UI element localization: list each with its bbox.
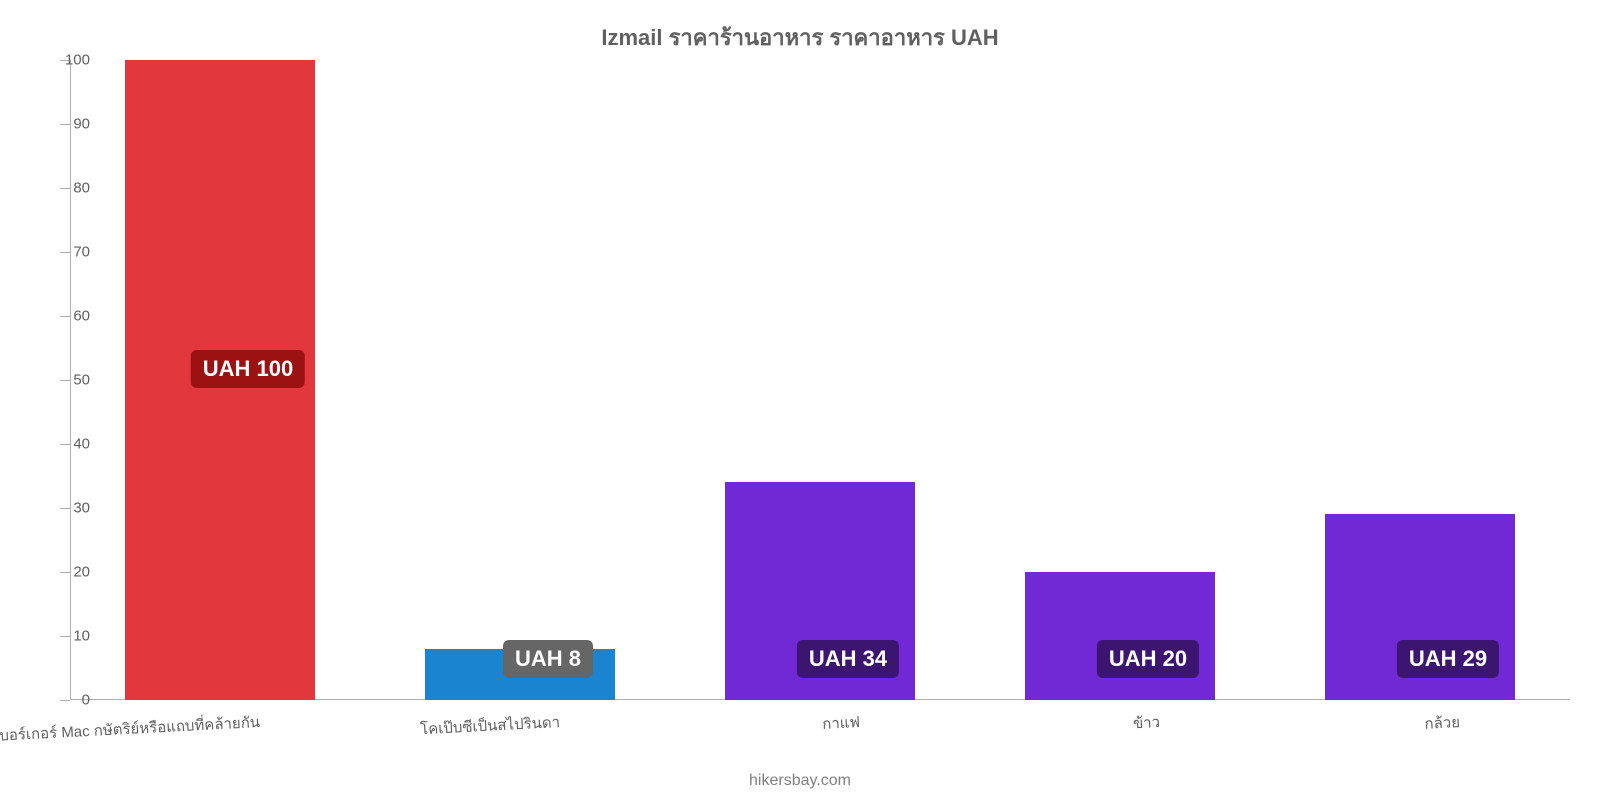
value-label: UAH 8 <box>503 640 593 678</box>
attribution-text: hikersbay.com <box>0 772 1600 790</box>
x-tick-label: ข้าว <box>1132 710 1160 735</box>
y-tick-label: 100 <box>40 52 90 69</box>
y-tick-label: 80 <box>40 180 90 197</box>
y-tick-label: 30 <box>40 500 90 517</box>
y-tick-label: 90 <box>40 116 90 133</box>
y-tick-label: 70 <box>40 244 90 261</box>
x-tick-label: กาแฟ <box>822 710 861 736</box>
y-tick-label: 10 <box>40 628 90 645</box>
y-tick-label: 60 <box>40 308 90 325</box>
y-tick-label: 0 <box>40 692 90 709</box>
y-tick-label: 40 <box>40 436 90 453</box>
x-tick-label: โคเป๊บซีเป็นสไปรินดา <box>420 710 561 741</box>
value-label: UAH 20 <box>1097 640 1199 678</box>
value-label: UAH 34 <box>797 640 899 678</box>
x-tick-label: เบอร์เกอร์ Mac กษัตริย์หรือแถบที่คล้ายกั… <box>0 710 261 748</box>
price-bar-chart: Izmail ราคาร้านอาหาร ราคาอาหาร UAH UAH 1… <box>0 0 1600 800</box>
value-label: UAH 100 <box>191 350 305 388</box>
y-tick-label: 50 <box>40 372 90 389</box>
chart-title: Izmail ราคาร้านอาหาร ราคาอาหาร UAH <box>0 20 1600 55</box>
value-label: UAH 29 <box>1397 640 1499 678</box>
bar <box>1025 572 1215 700</box>
x-tick-label: กล้วย <box>1424 710 1461 736</box>
y-tick-label: 20 <box>40 564 90 581</box>
plot-area: UAH 100 UAH 8 UAH 34 UAH 20 UAH 29 <box>70 60 1570 700</box>
